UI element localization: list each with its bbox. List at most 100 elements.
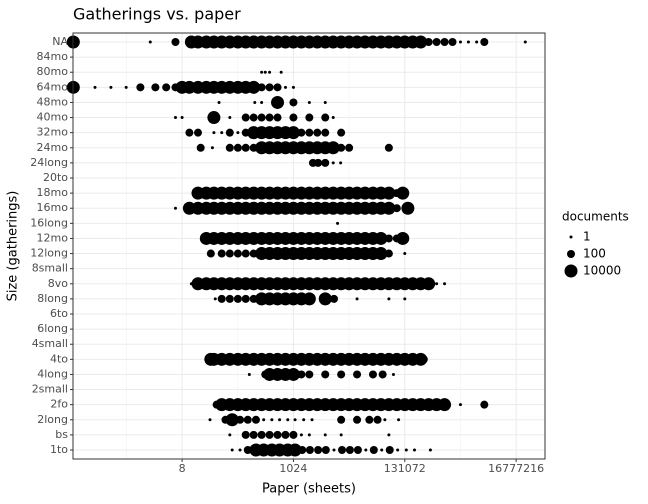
point [435, 282, 439, 286]
point [382, 186, 396, 200]
point [228, 116, 232, 120]
point [243, 415, 252, 424]
point [260, 70, 264, 74]
legend-label: 10000 [583, 264, 621, 278]
point [286, 367, 300, 381]
point [337, 370, 346, 379]
point [353, 370, 362, 379]
point [383, 418, 387, 422]
y-tick-label: 4to [50, 352, 68, 365]
point [212, 131, 216, 135]
point [207, 111, 221, 125]
point [385, 446, 394, 454]
point [458, 403, 462, 407]
plot-border [72, 32, 546, 460]
point [396, 448, 400, 452]
point [249, 430, 258, 439]
point [220, 131, 224, 135]
point [206, 249, 215, 258]
x-axis-title: Paper (sheets) [262, 482, 356, 497]
point [374, 247, 388, 261]
point [225, 294, 234, 303]
y-axis-title: Size (gatherings) [6, 191, 21, 302]
point [148, 40, 152, 44]
point [228, 433, 232, 437]
point [302, 418, 306, 422]
point [193, 128, 202, 137]
point [297, 370, 306, 379]
point [475, 40, 479, 44]
point [298, 446, 307, 454]
point [173, 206, 177, 210]
point [241, 294, 250, 303]
y-tick-label: 2fo [50, 398, 68, 411]
point [271, 95, 285, 109]
point [387, 433, 391, 437]
x-tick-label: 16777216 [488, 462, 544, 475]
point [225, 143, 234, 152]
point [217, 100, 221, 104]
y-tick-label: 8long [37, 292, 68, 305]
point [305, 113, 314, 122]
point [305, 446, 314, 454]
point [378, 370, 387, 379]
point [323, 100, 327, 104]
point [196, 143, 205, 152]
point [314, 446, 323, 454]
point [253, 100, 257, 104]
y-tick-label: 8small [32, 262, 68, 275]
point [273, 83, 282, 92]
point [225, 128, 234, 137]
point [321, 113, 330, 122]
point [384, 143, 393, 152]
point [480, 400, 489, 409]
point [380, 448, 384, 452]
y-tick-label: bs [55, 428, 68, 441]
point [257, 113, 266, 122]
point [281, 430, 290, 439]
point [233, 294, 242, 303]
point [185, 128, 194, 137]
point [238, 448, 242, 452]
point [180, 116, 184, 120]
point [403, 297, 407, 301]
point [422, 277, 436, 291]
point [278, 418, 282, 422]
point [288, 443, 302, 457]
point [321, 370, 330, 379]
point [109, 85, 113, 89]
point [233, 249, 242, 258]
y-tick-label: 4long [37, 367, 68, 380]
point [403, 252, 407, 256]
point [396, 186, 410, 200]
point [330, 294, 339, 303]
point [247, 80, 261, 94]
y-tick-label: 20to [43, 171, 68, 184]
point [213, 297, 217, 301]
y-tick-label: 80mo [37, 65, 69, 78]
point [337, 415, 346, 424]
point [404, 448, 408, 452]
point [241, 113, 250, 122]
point [289, 430, 298, 439]
point [326, 141, 340, 155]
point [247, 372, 251, 376]
point [210, 146, 214, 150]
point [440, 38, 449, 46]
point [265, 83, 274, 92]
point [323, 433, 327, 437]
point [419, 355, 428, 364]
point [273, 430, 282, 439]
point [307, 433, 311, 437]
point [438, 398, 452, 412]
point [384, 249, 393, 258]
point [151, 83, 160, 92]
point [374, 231, 388, 245]
point [93, 85, 97, 89]
x-tick-label: 1024 [279, 462, 307, 475]
point [217, 294, 226, 303]
x-tick-label: 8 [179, 462, 186, 475]
point [332, 448, 336, 452]
point [293, 418, 297, 422]
point [345, 446, 354, 454]
